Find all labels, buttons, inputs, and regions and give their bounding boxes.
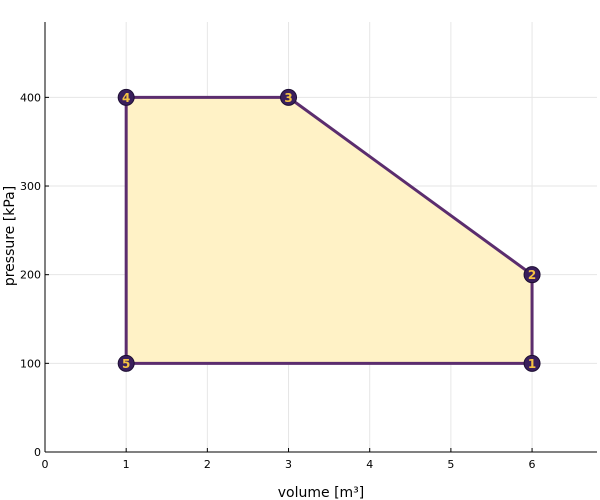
y-tick-label: 300 <box>20 180 41 193</box>
axes <box>44 22 597 453</box>
y-axis-ticks: 0 100 200 300 400 <box>20 91 49 459</box>
x-tick-label: 0 <box>42 458 49 471</box>
x-axis-label: volume [m³] <box>278 485 365 500</box>
point-label: 5 <box>122 357 130 371</box>
x-axis-ticks: 0 1 2 3 4 5 6 <box>42 448 536 471</box>
x-tick-label: 4 <box>366 458 373 471</box>
cycle-point-5: 5 <box>117 354 135 372</box>
point-label: 3 <box>284 91 292 105</box>
y-axis-label: pressure [kPa] <box>2 186 18 286</box>
x-tick-label: 2 <box>204 458 211 471</box>
point-label: 4 <box>122 91 130 105</box>
x-tick-label: 6 <box>529 458 536 471</box>
point-marker <box>523 266 541 284</box>
cycle-points: 1 2 3 4 5 <box>117 88 541 372</box>
point-label: 1 <box>528 357 536 371</box>
cycle-point-3: 3 <box>280 88 298 106</box>
point-marker <box>280 88 298 106</box>
point-marker <box>523 354 541 372</box>
point-marker <box>117 88 135 106</box>
cycle-fill <box>126 97 533 364</box>
y-tick-label: 0 <box>34 446 41 459</box>
cycle-point-2: 2 <box>523 266 541 284</box>
point-label: 2 <box>528 268 536 282</box>
cycle-area <box>124 95 534 365</box>
cycle-point-1: 1 <box>523 354 541 372</box>
y-tick-label: 200 <box>20 269 41 282</box>
y-tick-label: 100 <box>20 357 41 370</box>
cycle-point-4: 4 <box>117 88 135 106</box>
y-tick-label: 400 <box>20 91 41 104</box>
x-tick-label: 5 <box>447 458 454 471</box>
x-tick-label: 3 <box>285 458 292 471</box>
point-marker <box>117 354 135 372</box>
x-tick-label: 1 <box>123 458 130 471</box>
cycle-path <box>124 95 534 365</box>
